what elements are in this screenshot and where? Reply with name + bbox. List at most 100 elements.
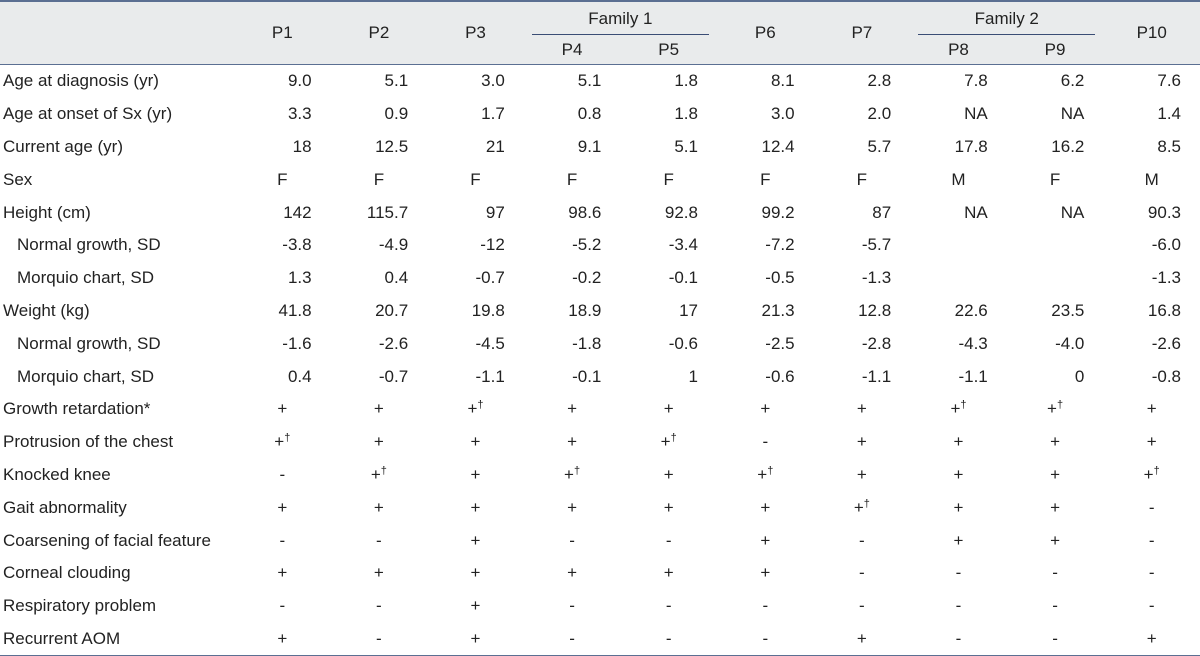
table-cell: -1.1 <box>814 360 911 393</box>
table-cell: -0.2 <box>524 262 621 295</box>
table-cell: 8.5 <box>1103 131 1200 164</box>
cell-value: - <box>1148 497 1155 517</box>
table-cell: -4.5 <box>427 327 524 360</box>
row-label: Corneal clouding <box>3 563 131 583</box>
table-cell: - <box>1103 491 1200 524</box>
cell-value: + <box>1050 530 1061 550</box>
cell-value: + <box>567 399 578 419</box>
table-cell: 5.1 <box>524 65 621 98</box>
cell-value: + <box>467 399 478 419</box>
table-cell: + <box>620 491 717 524</box>
table-cell: + <box>814 393 911 426</box>
table-cell: + <box>234 393 331 426</box>
cell-value: - <box>279 596 286 616</box>
table-cell: + <box>234 491 331 524</box>
table-cell: 5.1 <box>620 131 717 164</box>
table-cell: 9.1 <box>524 131 621 164</box>
cell-value: + <box>370 464 381 484</box>
table-cell: + <box>717 524 814 557</box>
cell-value: F <box>373 169 385 189</box>
table-cell: + <box>427 524 524 557</box>
table-cell: + <box>1103 393 1200 426</box>
cell-value: + <box>953 497 964 517</box>
table-cell: -0.7 <box>427 262 524 295</box>
table-row: Growth retardation* + + +† + + + + +† +† + <box>0 393 1200 426</box>
dagger-footnote-mark: † <box>670 432 677 445</box>
cell-value: F <box>470 169 481 189</box>
table-cell: -3.8 <box>234 229 331 262</box>
table-row: Sex F F F F F F F M F M <box>0 163 1200 196</box>
row-label: Current age (yr) <box>3 136 123 156</box>
cell-value: + <box>373 399 384 419</box>
cell-value: 23.5 <box>1051 300 1085 320</box>
table-cell: -2.6 <box>1103 327 1200 360</box>
cell-value: 87 <box>872 202 892 222</box>
table-cell: NA <box>1007 196 1104 229</box>
table-cell: 115.7 <box>331 196 428 229</box>
cell-value: F <box>856 169 868 189</box>
row-label: Normal growth, SD <box>17 235 161 255</box>
table-cell: 17.8 <box>910 131 1007 164</box>
col-header-p2: P2 <box>368 23 390 42</box>
cell-value: + <box>663 399 674 419</box>
cell-value: - <box>955 596 962 616</box>
table-cell: 22.6 <box>910 295 1007 328</box>
row-label: Normal growth, SD <box>17 333 161 353</box>
table-cell: -12 <box>427 229 524 262</box>
table-cell: + <box>717 393 814 426</box>
cell-value: - <box>1148 596 1155 616</box>
cell-value: + <box>760 530 771 550</box>
cell-value: + <box>953 464 964 484</box>
table-cell: 1.4 <box>1103 98 1200 131</box>
col-header-p3: P3 <box>465 23 486 42</box>
cell-value: 0.9 <box>384 104 409 124</box>
table-row: Gait abnormality + + + + + + +† + + - <box>0 491 1200 524</box>
table-row: Age at onset of Sx (yr) 3.3 0.9 1.7 0.8 1.8 3.… <box>0 98 1200 131</box>
cell-value: -3.8 <box>282 235 312 255</box>
cell-value: 115.7 <box>366 202 409 222</box>
table-cell: - <box>523 622 621 656</box>
cell-value: + <box>470 464 481 484</box>
table-cell: 0.9 <box>331 98 428 131</box>
table-cell: -1.1 <box>427 360 524 393</box>
table-cell: + <box>620 393 717 426</box>
table-cell: F <box>331 163 428 196</box>
row-label: Sex <box>3 169 33 189</box>
col-header-p8: P8 <box>948 39 969 59</box>
cell-value: -5.7 <box>861 235 892 255</box>
cell-value: 12.5 <box>375 136 409 156</box>
table-row: Current age (yr) 18 12.5 21 9.1 5.1 12.4 5.7 17.… <box>0 131 1200 164</box>
cell-value: -0.1 <box>572 366 602 386</box>
table-cell: + <box>814 426 911 459</box>
cell-value: 22.6 <box>954 300 988 320</box>
family-2-label: Family 2 <box>974 8 1039 28</box>
table-cell: - <box>910 622 1007 656</box>
table-row: Respiratory problem - - + - - - - - - - <box>0 590 1200 623</box>
cell-value: + <box>760 399 771 419</box>
table-cell: - <box>716 622 814 656</box>
table-cell: -2.6 <box>331 327 428 360</box>
cell-value: - <box>665 628 672 648</box>
cell-value: + <box>1146 628 1157 648</box>
table-cell: + <box>1007 459 1104 492</box>
row-label: Coarsening of facial feature <box>3 530 211 550</box>
cell-value: -5.2 <box>572 235 602 255</box>
dagger-footnote-mark: † <box>960 399 967 412</box>
table-cell: 16.2 <box>1007 131 1104 164</box>
cell-value: + <box>1050 497 1061 517</box>
table-cell: -2.8 <box>814 327 911 360</box>
table-cell: 18 <box>234 131 331 164</box>
cell-value: + <box>470 596 481 616</box>
dagger-footnote-mark: † <box>477 399 484 412</box>
cell-value: 0 <box>1074 366 1085 386</box>
table-cell: 142 <box>234 196 331 229</box>
cell-value: - <box>279 464 286 484</box>
cell-value: + <box>1143 464 1154 484</box>
cell-value: 12.4 <box>761 136 795 156</box>
table-cell: - <box>331 590 428 623</box>
cell-value: - <box>665 596 672 616</box>
table-cell: + <box>331 393 428 426</box>
cell-value: 99.2 <box>761 202 795 222</box>
table-row: Normal growth, SD -3.8 -4.9 -12 -5.2 -3.4 -7.2… <box>0 229 1200 262</box>
table-cell: NA <box>910 196 1007 229</box>
